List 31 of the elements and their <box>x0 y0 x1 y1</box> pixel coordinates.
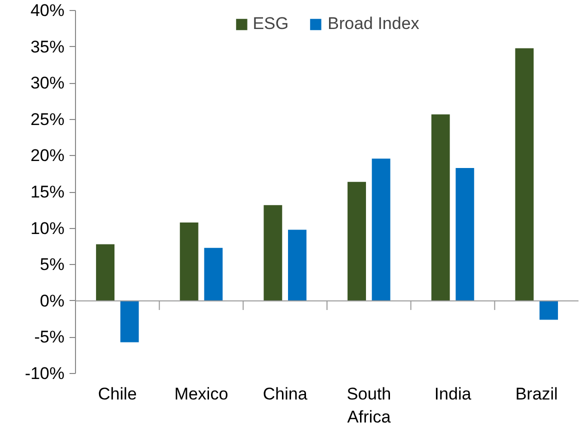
bar <box>348 182 366 301</box>
x-tick-label: Chile <box>98 384 137 404</box>
bar <box>540 300 558 320</box>
legend-label: Broad Index <box>328 14 420 34</box>
x-tick-label: Brazil <box>515 384 558 404</box>
bar <box>180 222 198 301</box>
bar <box>96 244 114 301</box>
y-tick-label: 35% <box>30 37 65 56</box>
legend-label: ESG <box>252 14 289 34</box>
y-tick-label: 10% <box>30 218 65 238</box>
y-tick-label: 20% <box>30 146 65 166</box>
bar <box>372 158 390 301</box>
bar <box>288 230 306 301</box>
y-tick-label: 25% <box>30 110 65 129</box>
y-tick-label: -10% <box>24 364 64 383</box>
y-tick-label: 15% <box>30 182 65 202</box>
x-tick-label: China <box>262 384 308 404</box>
bar <box>204 248 223 301</box>
x-tick-label: South Africa <box>346 384 392 426</box>
bar <box>264 205 282 301</box>
y-tick-label: 5% <box>40 255 65 274</box>
x-tick-label: India <box>434 384 472 404</box>
y-tick-label: -5% <box>34 328 65 347</box>
y-tick-label: 0% <box>40 291 65 310</box>
bar <box>120 300 139 342</box>
x-tick-label: Mexico <box>174 384 228 404</box>
y-tick-label: 40% <box>30 1 65 20</box>
bar <box>456 168 474 301</box>
y-tick-label: 30% <box>30 74 65 93</box>
bar <box>431 114 450 301</box>
bar <box>515 48 534 301</box>
